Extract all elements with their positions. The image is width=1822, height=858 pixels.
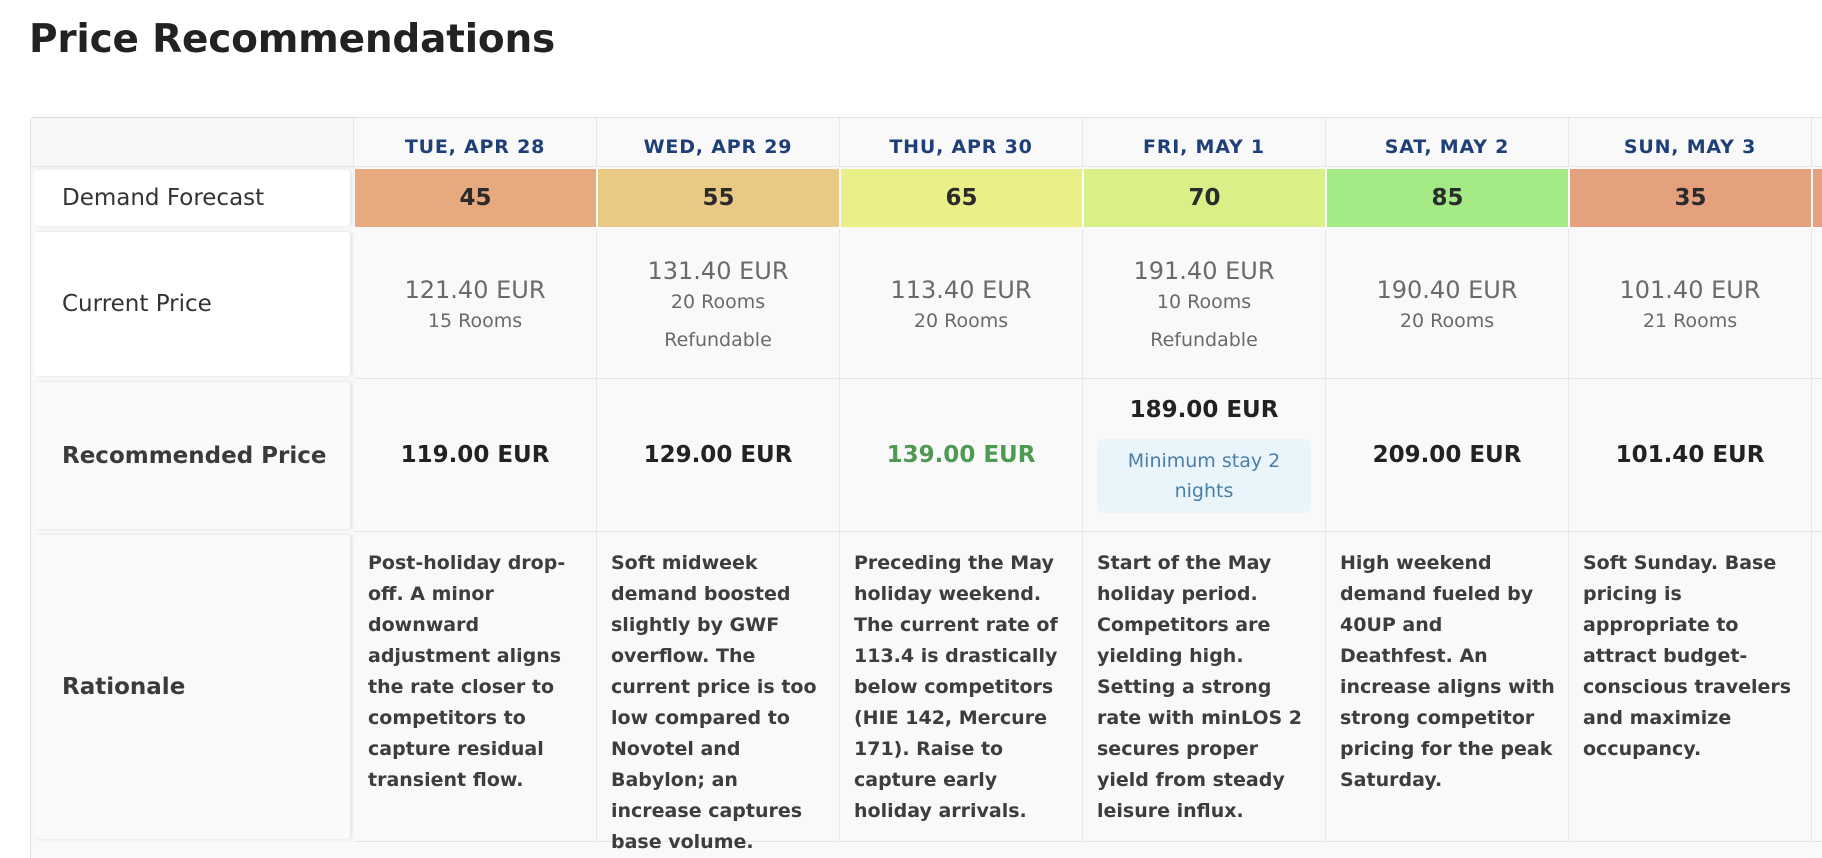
recommended-price-value: 129.00 EUR bbox=[643, 442, 793, 468]
rooms-count: 15 Rooms bbox=[427, 309, 523, 332]
current-price-cell: 131.40 EUR 20 Rooms Refundable bbox=[597, 229, 840, 379]
date-header-wed-apr-29: WED, APR 29 bbox=[597, 118, 840, 167]
current-price-cell: 190.40 EUR 20 Rooms bbox=[1326, 229, 1569, 379]
demand-cell: 70 bbox=[1084, 169, 1325, 227]
rationale-overflow bbox=[1812, 532, 1822, 842]
current-price-overflow bbox=[1812, 229, 1822, 379]
row-label-recommended-price: Recommended Price bbox=[34, 382, 350, 529]
rationale-text: Post-holiday drop-off. A minor downward … bbox=[354, 532, 597, 842]
page-title: Price Recommendations bbox=[29, 17, 556, 62]
recommended-price-cell: 101.40 EUR bbox=[1569, 379, 1812, 532]
current-price-value: 101.40 EUR bbox=[1619, 275, 1761, 304]
table-corner bbox=[31, 118, 354, 167]
rooms-count: 20 Rooms bbox=[670, 290, 766, 313]
row-label-rationale: Rationale bbox=[34, 535, 350, 839]
recommended-price-cell: 119.00 EUR bbox=[354, 379, 597, 532]
demand-cell: 45 bbox=[355, 169, 596, 227]
current-price-value: 191.40 EUR bbox=[1133, 256, 1275, 285]
rooms-count: 10 Rooms bbox=[1156, 290, 1252, 313]
date-header-sat-may-2: SAT, MAY 2 bbox=[1326, 118, 1569, 167]
rooms-count: 21 Rooms bbox=[1642, 309, 1738, 332]
demand-cell: 35 bbox=[1570, 169, 1811, 227]
demand-value: 85 bbox=[1431, 185, 1464, 211]
recommended-price-value: 139.00 EUR bbox=[886, 442, 1036, 468]
recommended-price-cell: 189.00 EUR Minimum stay 2 nights bbox=[1083, 379, 1326, 532]
recommended-price-overflow bbox=[1812, 379, 1822, 532]
demand-cell: 55 bbox=[598, 169, 839, 227]
rationale-text: Soft midweek demand boosted slightly by … bbox=[597, 532, 840, 853]
demand-value: 35 bbox=[1674, 185, 1707, 211]
date-header-overflow bbox=[1812, 118, 1822, 167]
rationale-text: High weekend demand fueled by 40UP and D… bbox=[1326, 532, 1569, 842]
current-price-cell: 101.40 EUR 21 Rooms bbox=[1569, 229, 1812, 379]
current-price-cell: 191.40 EUR 10 Rooms Refundable bbox=[1083, 229, 1326, 379]
current-price-cell: 113.40 EUR 20 Rooms bbox=[840, 229, 1083, 379]
demand-value: 45 bbox=[459, 185, 492, 211]
rationale-text: Start of the May holiday period. Competi… bbox=[1083, 532, 1326, 842]
row-label-current-price: Current Price bbox=[34, 232, 350, 376]
recommended-price-value: 101.40 EUR bbox=[1615, 442, 1765, 468]
demand-cell: 85 bbox=[1327, 169, 1568, 227]
row-label-demand-forecast: Demand Forecast bbox=[34, 170, 350, 226]
demand-cell: 65 bbox=[841, 169, 1082, 227]
date-header-sun-may-3: SUN, MAY 3 bbox=[1569, 118, 1812, 167]
demand-value: 70 bbox=[1188, 185, 1221, 211]
current-price-value: 131.40 EUR bbox=[647, 256, 789, 285]
price-recommendations-table: TUE, APR 28 WED, APR 29 THU, APR 30 FRI,… bbox=[30, 117, 1822, 858]
recommended-price-cell: 129.00 EUR bbox=[597, 379, 840, 532]
date-header-tue-apr-28: TUE, APR 28 bbox=[354, 118, 597, 167]
date-header-fri-may-1: FRI, MAY 1 bbox=[1083, 118, 1326, 167]
rooms-count: 20 Rooms bbox=[913, 309, 1009, 332]
rationale-text: Preceding the May holiday weekend. The c… bbox=[840, 532, 1083, 842]
recommended-price-cell: 209.00 EUR bbox=[1326, 379, 1569, 532]
recommended-price-value: 189.00 EUR bbox=[1129, 397, 1279, 423]
rationale-text: Soft Sunday. Base pricing is appropriate… bbox=[1569, 532, 1812, 842]
demand-value: 55 bbox=[702, 185, 735, 211]
current-price-value: 113.40 EUR bbox=[890, 275, 1032, 304]
demand-value: 65 bbox=[945, 185, 978, 211]
demand-cell-partial bbox=[1813, 169, 1822, 227]
refundable-note: Refundable bbox=[664, 328, 772, 351]
date-header-thu-apr-30: THU, APR 30 bbox=[840, 118, 1083, 167]
refundable-note: Refundable bbox=[1150, 328, 1258, 351]
current-price-value: 190.40 EUR bbox=[1376, 275, 1518, 304]
current-price-cell: 121.40 EUR 15 Rooms bbox=[354, 229, 597, 379]
min-stay-badge: Minimum stay 2 nights bbox=[1097, 439, 1311, 513]
rooms-count: 20 Rooms bbox=[1399, 309, 1495, 332]
recommended-price-cell: 139.00 EUR bbox=[840, 379, 1083, 532]
recommended-price-value: 209.00 EUR bbox=[1372, 442, 1522, 468]
recommended-price-value: 119.00 EUR bbox=[400, 442, 550, 468]
current-price-value: 121.40 EUR bbox=[404, 275, 546, 304]
